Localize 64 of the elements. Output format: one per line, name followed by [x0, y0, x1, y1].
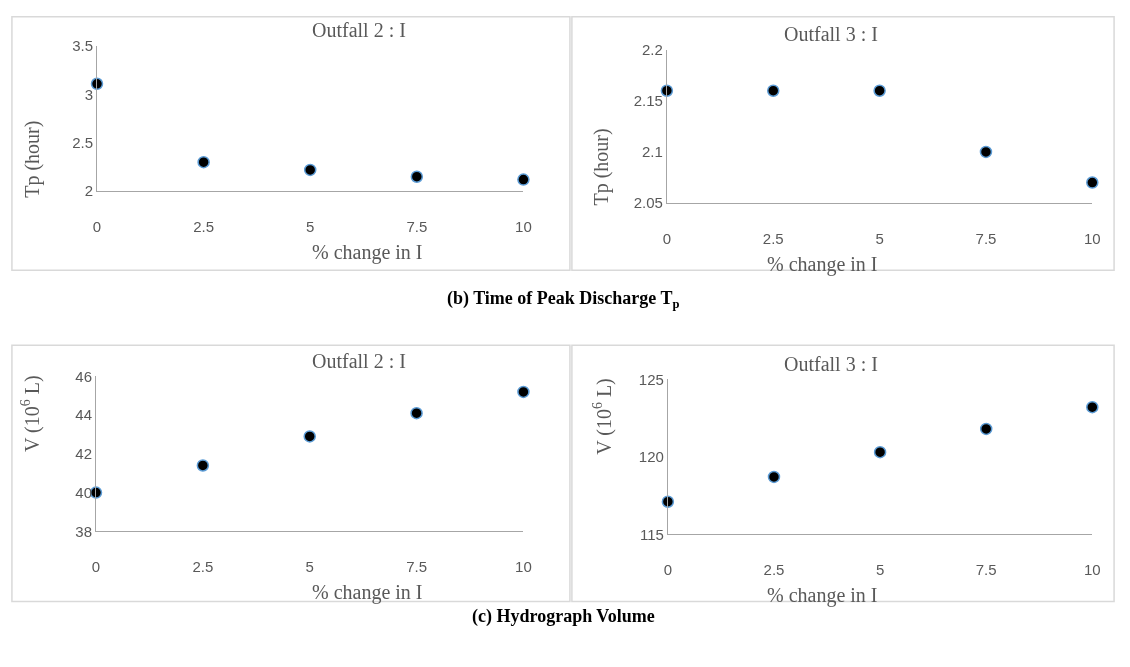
y-tick-label: 2.15 — [633, 92, 663, 110]
y-tick-label: 38 — [75, 522, 93, 540]
y-tick-label: 3 — [84, 85, 93, 103]
point — [303, 163, 317, 177]
x-tick-label: 0 — [663, 561, 673, 579]
x-axis-title: % change in I — [767, 584, 878, 607]
y-tick-label: 46 — [75, 367, 93, 385]
point — [767, 470, 781, 484]
x-axis-title: % change in I — [767, 253, 878, 276]
x-axis-title: % change in I — [312, 241, 423, 264]
point — [1086, 176, 1099, 189]
y-tick-label: 125 — [638, 370, 664, 388]
point — [303, 430, 316, 443]
point — [196, 459, 210, 472]
chart-title: Outfall 2 : I — [312, 19, 406, 41]
point — [197, 155, 210, 169]
x-tick-label: 10 — [1083, 561, 1101, 579]
point — [979, 422, 993, 436]
point — [410, 406, 423, 420]
y-axis-title: Tp (hour) — [589, 128, 613, 206]
x-tick-label: 5 — [875, 229, 884, 247]
point — [517, 173, 530, 186]
point — [979, 145, 993, 159]
x-tick-label: 10 — [515, 218, 532, 236]
x-tick-label: 7.5 — [975, 229, 997, 247]
point — [873, 84, 886, 97]
point — [517, 385, 530, 399]
point — [90, 77, 104, 91]
y-tick-label: 115 — [639, 525, 664, 543]
point — [873, 445, 887, 459]
y-tick-label: 2.1 — [642, 143, 663, 161]
x-tick-label: 2.5 — [193, 218, 215, 236]
x-tick-label: 2.5 — [763, 561, 785, 579]
x-tick-label: 7.5 — [406, 558, 427, 576]
x-tick-label: 5 — [306, 218, 315, 236]
x-tick-label: 5 — [875, 561, 885, 579]
x-tick-label: 0 — [91, 558, 101, 576]
x-tick-label: 0 — [92, 218, 102, 236]
x-tick-label: 0 — [662, 229, 672, 247]
x-tick-label: 10 — [1083, 229, 1101, 247]
x-tick-label: 2.5 — [762, 229, 784, 247]
text: (b) Time of Peak Discharge T$_{p}$ — [447, 288, 680, 311]
x-tick-label: 10 — [515, 558, 532, 576]
x-tick-label: 5 — [305, 558, 314, 576]
y-tick-label: 3.5 — [72, 37, 93, 55]
x-axis-title: % change in I — [312, 581, 423, 604]
x-tick-label: 2.5 — [192, 558, 214, 576]
y-tick-label: 2.05 — [633, 194, 663, 212]
point — [1086, 400, 1099, 414]
chart-title: Outfall 3 : I — [784, 23, 878, 45]
point — [410, 170, 424, 183]
point — [767, 84, 780, 97]
y-tick-label: 2 — [84, 182, 93, 200]
text: (c) Hydrograph Volume — [472, 606, 655, 627]
chart-title: Outfall 3 : I — [784, 353, 878, 375]
y-tick-label: 44 — [75, 406, 93, 424]
y-tick-label: 42 — [75, 445, 93, 463]
x-tick-label: 7.5 — [406, 218, 428, 236]
x-tick-label: 7.5 — [975, 561, 997, 579]
y-tick-label: 2.2 — [642, 41, 663, 59]
chart-title: Outfall 2 : I — [312, 350, 406, 372]
y-tick-label: 2.5 — [72, 134, 93, 152]
y-axis-title: Tp (hour) — [20, 120, 44, 198]
y-tick-label: 120 — [638, 448, 664, 466]
